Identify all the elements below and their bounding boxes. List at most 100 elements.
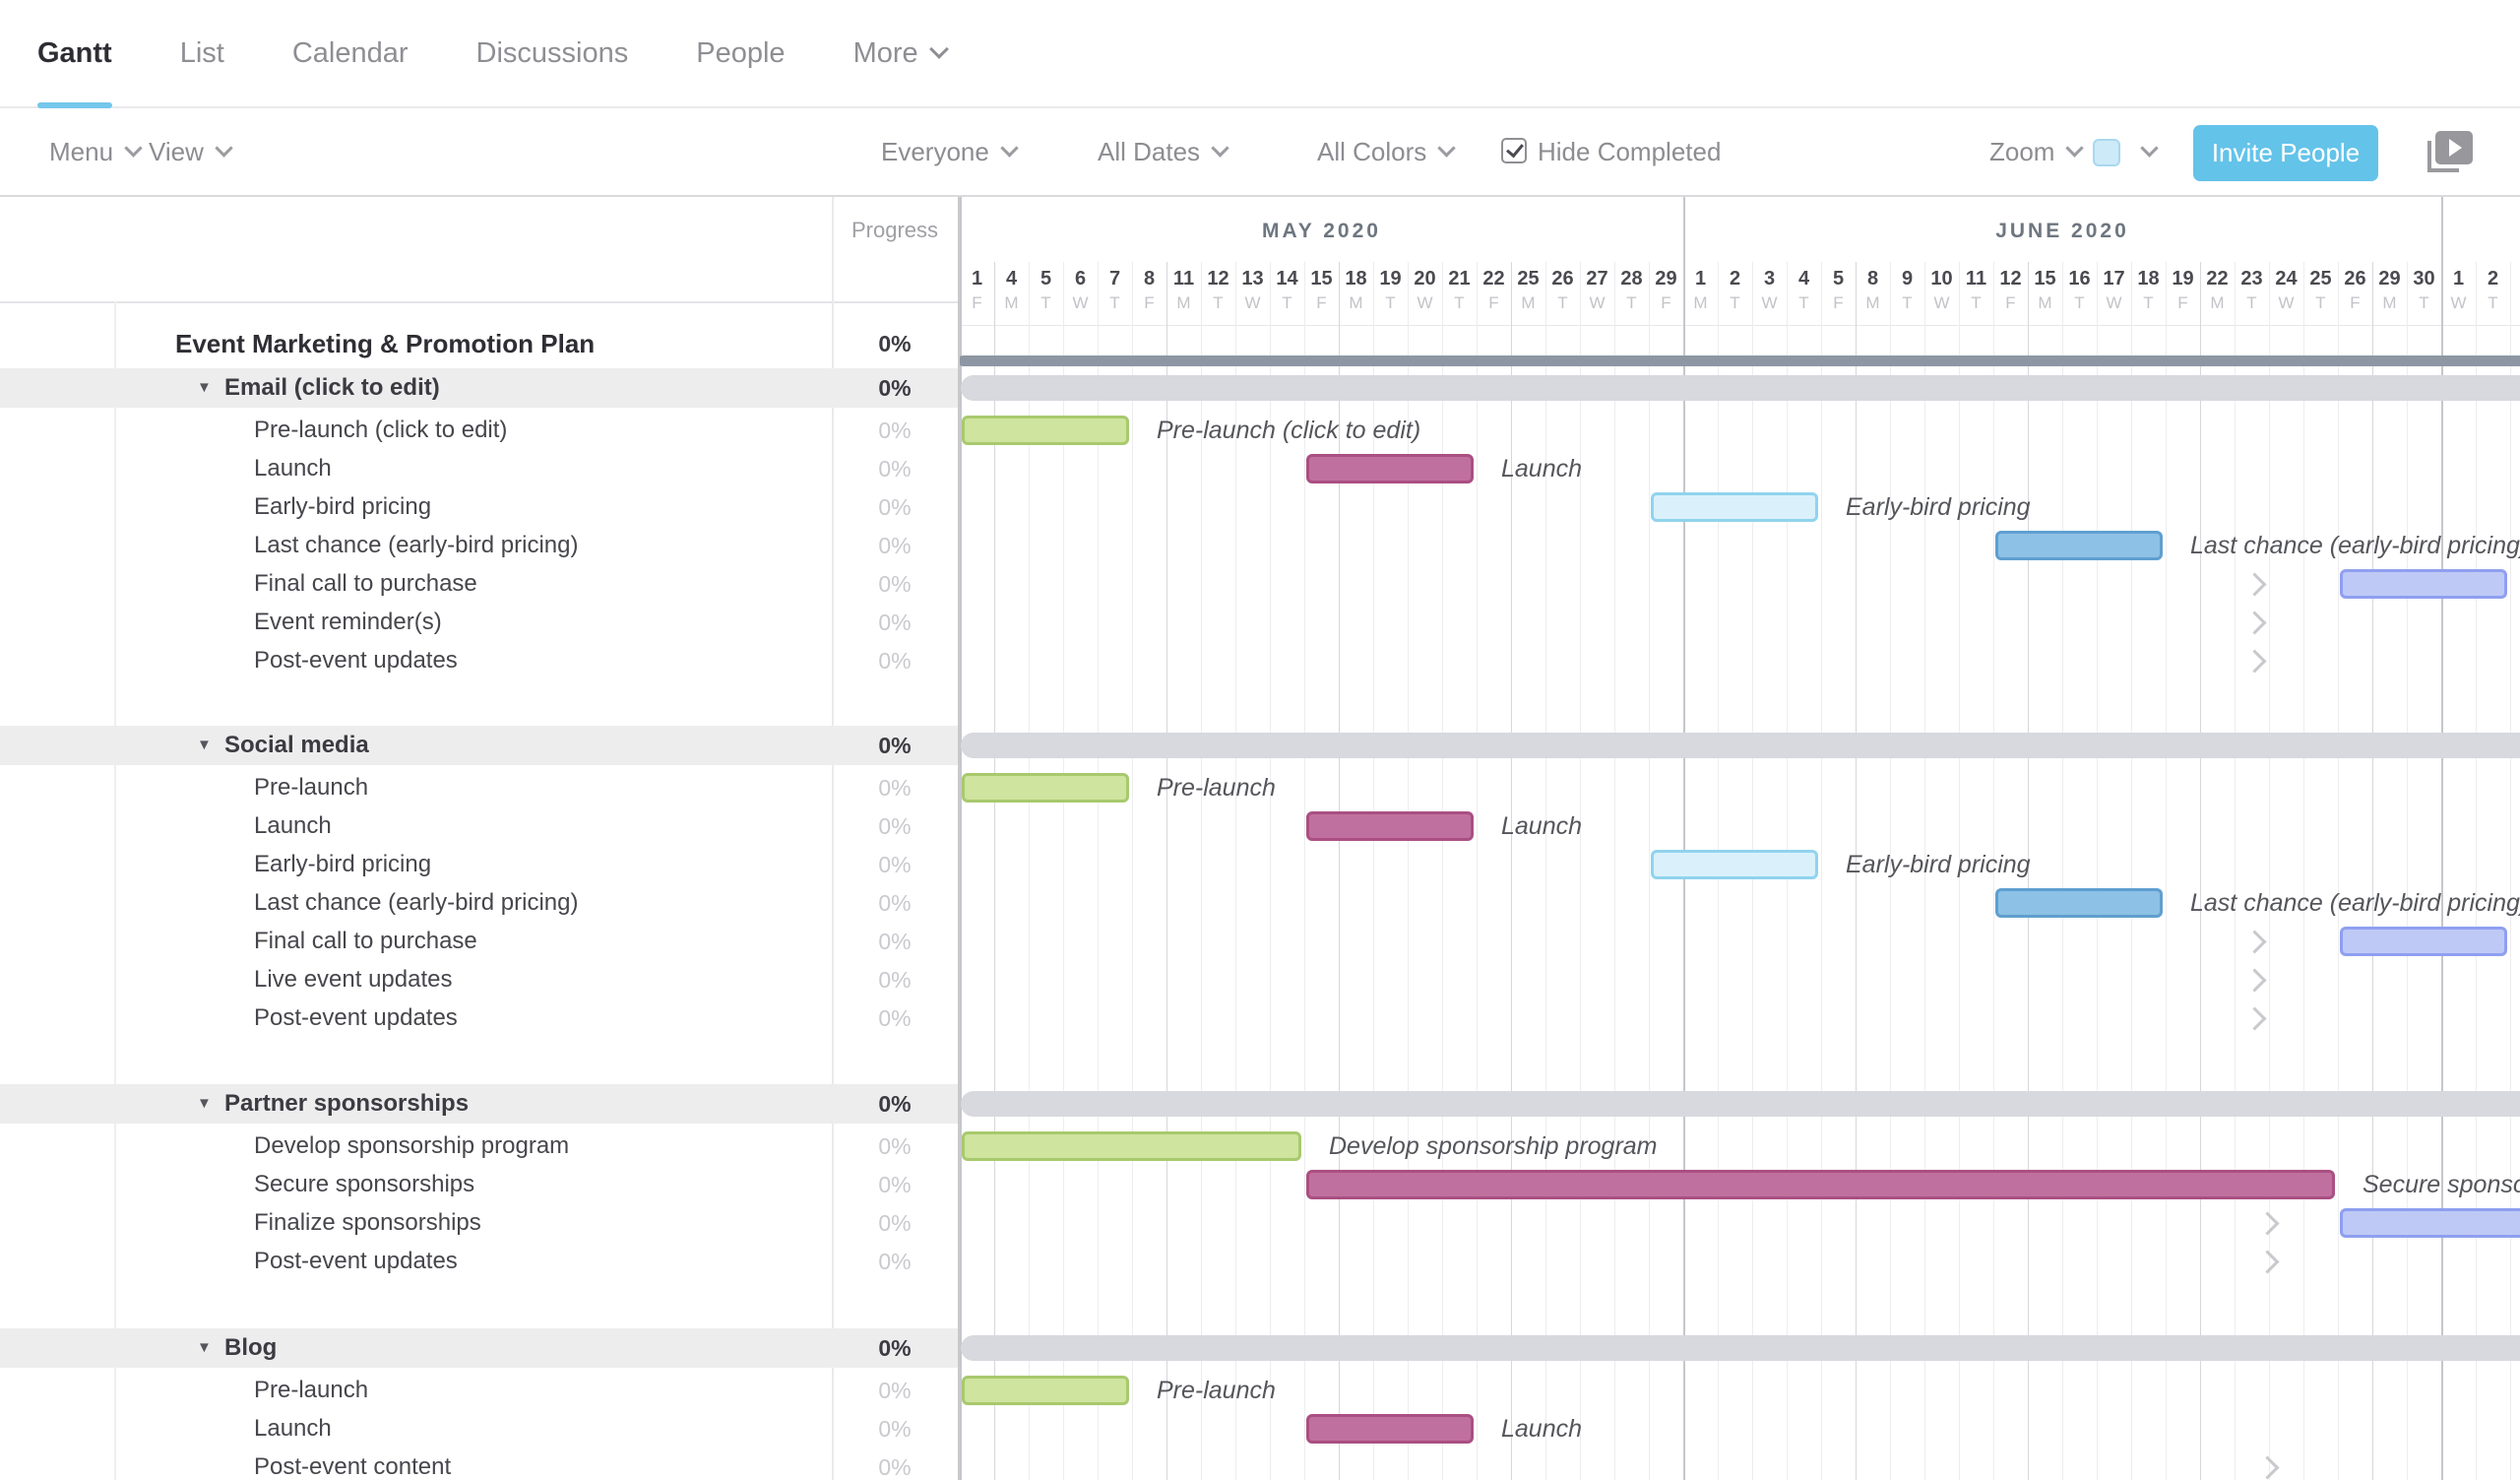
task-name[interactable]: Launch <box>254 455 332 482</box>
task-name[interactable]: Early-bird pricing <box>254 493 432 520</box>
hide-completed-label[interactable]: Hide Completed <box>1538 137 1722 166</box>
color-swatch[interactable] <box>2093 139 2120 166</box>
collapse-triangle-icon[interactable]: ▼ <box>197 1095 212 1112</box>
task-bar[interactable] <box>1995 888 2163 918</box>
task-name[interactable]: Post-event updates <box>254 647 458 674</box>
task-bar[interactable] <box>962 1376 1129 1405</box>
task-progress[interactable]: 0% <box>878 1133 912 1159</box>
tab-discussions[interactable]: Discussions <box>475 37 629 69</box>
task-bar[interactable] <box>1306 1170 2335 1199</box>
task-name[interactable]: Early-bird pricing <box>254 851 432 877</box>
task-name[interactable]: Post-event updates <box>254 1248 458 1274</box>
task-name[interactable]: Develop sponsorship program <box>254 1132 570 1159</box>
task-progress[interactable]: 0% <box>878 610 912 635</box>
task-progress[interactable]: 0% <box>878 533 912 558</box>
group-row[interactable]: ▼ Email (click to edit) 0% <box>0 368 958 408</box>
task-name[interactable]: Launch <box>254 812 332 839</box>
dates-filter-dropdown[interactable]: All Dates <box>1098 108 1229 195</box>
task-name[interactable]: Post-event updates <box>254 1004 458 1031</box>
task-progress[interactable]: 0% <box>878 648 912 674</box>
project-title[interactable]: Event Marketing & Promotion Plan <box>175 329 596 358</box>
task-progress[interactable]: 0% <box>878 852 912 877</box>
project-summary-bar[interactable] <box>958 355 2520 366</box>
task-progress[interactable]: 0% <box>878 1210 912 1236</box>
day-header-cell: 3F <box>2510 262 2520 325</box>
colors-filter-dropdown[interactable]: All Colors <box>1317 108 1456 195</box>
task-progress[interactable]: 0% <box>878 775 912 801</box>
task-name[interactable]: Pre-launch <box>254 774 369 801</box>
collapse-triangle-icon[interactable]: ▼ <box>197 379 212 396</box>
day-letter: T <box>2315 293 2326 312</box>
task-progress[interactable]: 0% <box>878 1172 912 1197</box>
task-progress[interactable]: 0% <box>878 1005 912 1031</box>
tab-calendar[interactable]: Calendar <box>291 37 409 69</box>
group-row[interactable]: ▼ Social media 0% <box>0 726 958 765</box>
invite-people-button[interactable]: Invite People <box>2193 125 2378 181</box>
group-summary-bar[interactable] <box>961 1091 2520 1117</box>
task-bar[interactable] <box>962 416 1129 445</box>
task-name[interactable]: Last chance (early-bird pricing) <box>254 532 579 558</box>
project-progress[interactable]: 0% <box>878 331 912 356</box>
task-progress[interactable]: 0% <box>878 456 912 482</box>
task-name[interactable]: Event reminder(s) <box>254 609 442 635</box>
task-progress[interactable]: 0% <box>878 1249 912 1274</box>
tab-more[interactable]: More <box>853 0 949 108</box>
task-name[interactable]: Launch <box>254 1415 332 1442</box>
task-name[interactable]: Post-event content <box>254 1453 452 1480</box>
zoom-dropdown[interactable]: Zoom <box>1989 108 2085 195</box>
task-progress[interactable]: 0% <box>878 890 912 916</box>
menu-dropdown[interactable]: Menu <box>49 108 143 195</box>
task-progress[interactable]: 0% <box>878 929 912 954</box>
task-bar[interactable] <box>1306 454 1474 483</box>
task-name[interactable]: Final call to purchase <box>254 928 477 954</box>
group-row[interactable]: ▼ Partner sponsorships 0% <box>0 1084 958 1124</box>
group-summary-bar[interactable] <box>961 375 2520 401</box>
presentation-icon[interactable] <box>2427 131 2473 172</box>
task-name[interactable]: Final call to purchase <box>254 570 477 597</box>
task-bar[interactable] <box>1651 492 1818 522</box>
task-progress[interactable]: 0% <box>878 1454 912 1480</box>
task-progress[interactable]: 0% <box>878 1416 912 1442</box>
task-bar-label: Pre-launch <box>1157 1377 1276 1404</box>
task-bar[interactable] <box>1995 531 2163 560</box>
group-progress[interactable]: 0% <box>878 375 912 401</box>
task-progress[interactable]: 0% <box>878 418 912 443</box>
task-bar[interactable] <box>2340 1208 2520 1238</box>
tab-gantt[interactable]: Gantt <box>37 0 112 108</box>
task-bar[interactable] <box>962 773 1129 803</box>
task-bar[interactable] <box>1306 1414 1474 1444</box>
people-filter-dropdown[interactable]: Everyone <box>881 108 1019 195</box>
collapse-triangle-icon[interactable]: ▼ <box>197 1339 212 1356</box>
group-summary-bar[interactable] <box>961 1335 2520 1361</box>
task-bar[interactable] <box>1651 850 1818 879</box>
task-progress[interactable]: 0% <box>878 813 912 839</box>
group-progress[interactable]: 0% <box>878 733 912 758</box>
task-bar[interactable] <box>2340 927 2507 956</box>
task-name[interactable]: Finalize sponsorships <box>254 1209 481 1236</box>
task-bar[interactable] <box>2340 569 2507 599</box>
group-summary-bar[interactable] <box>961 733 2520 758</box>
task-name[interactable]: Last chance (early-bird pricing) <box>254 889 579 916</box>
group-progress[interactable]: 0% <box>878 1091 912 1117</box>
swatch-dropdown[interactable] <box>2129 108 2159 195</box>
task-name[interactable]: Live event updates <box>254 966 453 993</box>
view-dropdown[interactable]: View <box>149 108 233 195</box>
task-progress[interactable]: 0% <box>878 571 912 597</box>
task-progress[interactable]: 0% <box>878 967 912 993</box>
task-progress[interactable]: 0% <box>878 1378 912 1403</box>
grid-line <box>1821 262 1822 1480</box>
hide-completed-checkbox[interactable] <box>1501 138 1527 163</box>
task-bar[interactable] <box>962 1131 1301 1161</box>
tab-list[interactable]: List <box>179 37 224 69</box>
task-name[interactable]: Pre-launch (click to edit) <box>254 417 508 443</box>
task-bar-label: Early-bird pricing <box>1846 493 2031 521</box>
group-name: Email (click to edit) <box>224 374 440 401</box>
task-bar[interactable] <box>1306 811 1474 841</box>
tab-people[interactable]: People <box>696 37 786 69</box>
collapse-triangle-icon[interactable]: ▼ <box>197 737 212 753</box>
group-row[interactable]: ▼ Blog 0% <box>0 1328 958 1368</box>
task-name[interactable]: Pre-launch <box>254 1377 369 1403</box>
task-progress[interactable]: 0% <box>878 494 912 520</box>
task-name[interactable]: Secure sponsorships <box>254 1171 475 1197</box>
group-progress[interactable]: 0% <box>878 1335 912 1361</box>
